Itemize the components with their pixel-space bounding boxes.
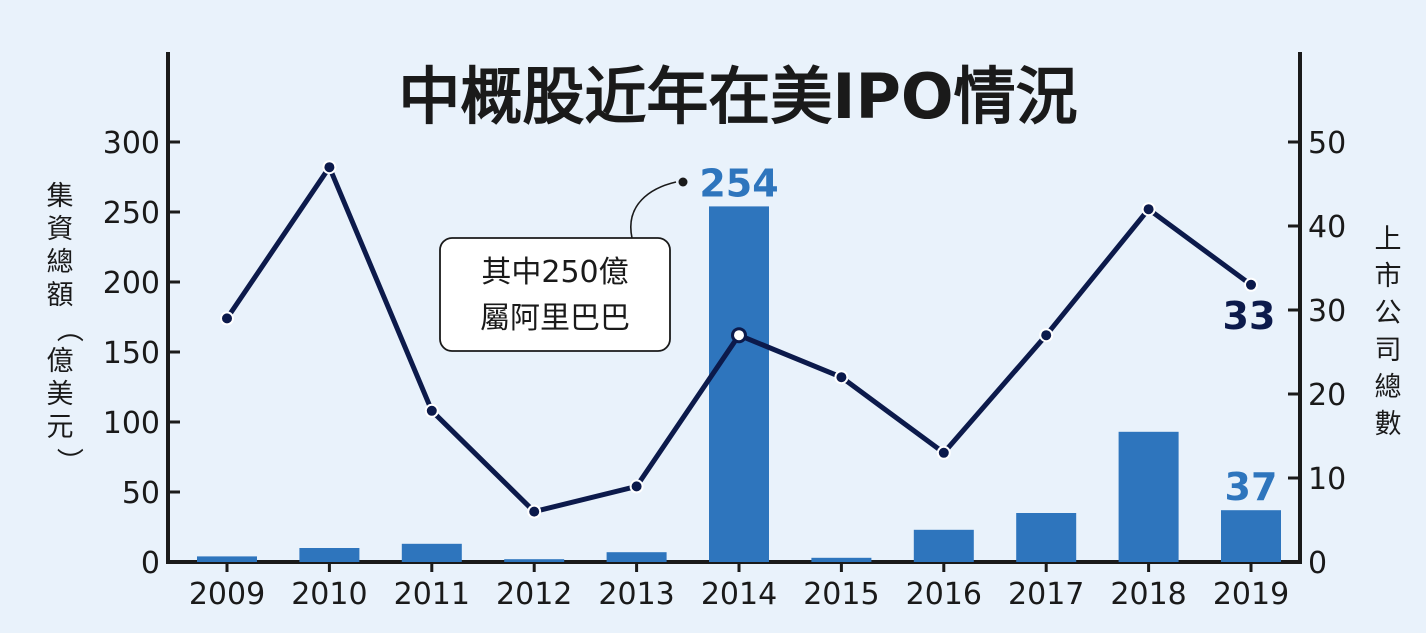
- y-left-tick-label: 0: [141, 546, 160, 581]
- y-axis-left-label-char: 總: [47, 247, 74, 278]
- callout-box: [439, 237, 671, 352]
- data-label: 37: [1225, 465, 1278, 509]
- bar: [299, 548, 360, 562]
- y-left-tick-label: 200: [103, 266, 160, 301]
- y-left-tick-label: 150: [103, 336, 160, 371]
- line-point: [1141, 202, 1156, 217]
- line-point: [220, 311, 234, 326]
- y-axis-left-label-char: ）: [53, 448, 84, 475]
- callout-dot: [678, 177, 688, 187]
- x-tick-label: 2019: [1213, 577, 1289, 612]
- x-tick-label: 2014: [701, 577, 777, 612]
- callout-connector: [630, 181, 677, 239]
- line-point: [1039, 328, 1054, 343]
- y-right-tick-label: 50: [1308, 126, 1346, 161]
- y-right-tick-label: 10: [1308, 462, 1346, 497]
- x-tick-label: 2011: [394, 577, 470, 612]
- y-axis-left-label-char: 億: [47, 346, 74, 377]
- y-axis-left-label-char: 資: [47, 214, 74, 245]
- x-tick-label: 2017: [1008, 577, 1084, 612]
- y-axis-right-label-char: 上: [1375, 224, 1402, 255]
- line-point: [527, 504, 542, 519]
- line-point: [936, 445, 951, 460]
- bar: [811, 557, 872, 562]
- y-axis-left-label-char: （: [53, 316, 84, 343]
- line-point: [629, 479, 644, 494]
- y-right-tick-label: 40: [1308, 210, 1346, 245]
- y-left-tick-label: 250: [103, 196, 160, 231]
- y-axis-right-label-char: 司: [1375, 335, 1402, 366]
- x-tick-label: 2016: [906, 577, 982, 612]
- y-axis-left-label-char: 元: [47, 412, 74, 443]
- chart-title: 中概股近年在美IPO情況: [398, 60, 1077, 133]
- y-axis-right-label-char: 數: [1375, 409, 1402, 440]
- bar: [1221, 510, 1281, 562]
- line-point: [731, 327, 747, 344]
- callout-text: 屬阿里巴巴: [480, 301, 630, 336]
- x-tick-label: 2009: [189, 577, 265, 612]
- x-tick-label: 2015: [803, 577, 879, 612]
- line-point: [834, 370, 849, 385]
- bar: [709, 206, 769, 562]
- x-tick-label: 2010: [291, 577, 367, 612]
- bar: [401, 543, 462, 562]
- y-right-tick-label: 20: [1308, 378, 1346, 413]
- y-left-tick-label: 300: [103, 126, 160, 161]
- y-left-tick-label: 100: [103, 406, 160, 441]
- y-axis-left-label-char: 額: [47, 280, 74, 311]
- y-right-tick-label: 0: [1308, 546, 1327, 581]
- y-axis-right-label-char: 總: [1375, 372, 1402, 403]
- x-tick-label: 2012: [496, 577, 572, 612]
- data-label: 33: [1223, 294, 1276, 338]
- line-series: [220, 160, 1258, 519]
- y-axis-right-label-char: 公: [1375, 298, 1402, 329]
- axes: 0 50 100 150 200 250 300 0 10 20 30 40 50 2009 2010 201…: [47, 52, 1402, 612]
- y-axis-left-label-char: 集: [47, 181, 74, 212]
- bar: [504, 559, 565, 562]
- bar: [1118, 431, 1179, 562]
- x-tick-label: 2018: [1110, 577, 1186, 612]
- line-point: [424, 403, 439, 418]
- bars: [197, 206, 1281, 562]
- bar: [197, 556, 257, 562]
- x-tick-label: 2013: [598, 577, 674, 612]
- line-point: [1244, 277, 1258, 292]
- y-axis-right-label-char: 市: [1375, 261, 1402, 292]
- data-label: 254: [699, 161, 778, 205]
- y-left-tick-label: 50: [122, 476, 160, 511]
- bar: [606, 552, 667, 562]
- line-point: [322, 160, 337, 175]
- y-right-tick-label: 30: [1308, 294, 1346, 329]
- callout-text: 其中250億: [481, 255, 628, 290]
- bar: [913, 529, 974, 562]
- bar: [1016, 513, 1077, 562]
- y-axis-left-label-char: 美: [47, 379, 74, 410]
